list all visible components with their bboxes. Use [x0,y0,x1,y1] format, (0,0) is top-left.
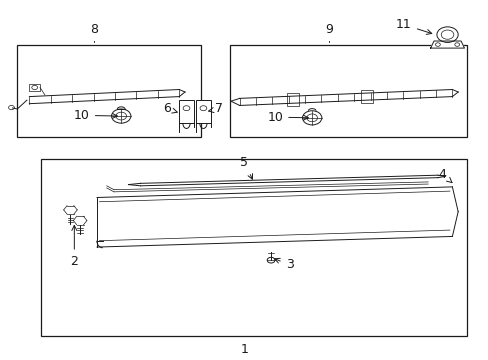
Bar [361,90,372,103]
Text: 3: 3 [274,258,293,271]
Text: 11: 11 [395,18,431,34]
Text: 10: 10 [267,111,308,123]
Text: 6: 6 [163,103,177,116]
Bar [17,45,201,137]
Text: 8: 8 [90,23,98,42]
Text: 5: 5 [240,156,252,179]
Text: 10: 10 [74,109,117,122]
Text: 9: 9 [325,23,333,42]
Bar [41,158,466,336]
Text: 1: 1 [240,342,248,356]
Circle shape [436,27,457,42]
Bar [179,100,193,123]
Text: 7: 7 [208,103,223,116]
Bar [286,93,298,106]
Bar [196,100,210,123]
Text: 2: 2 [70,225,78,268]
Polygon shape [430,41,464,48]
Bar [29,84,40,91]
Text: 4: 4 [438,168,451,183]
Bar [229,45,466,137]
